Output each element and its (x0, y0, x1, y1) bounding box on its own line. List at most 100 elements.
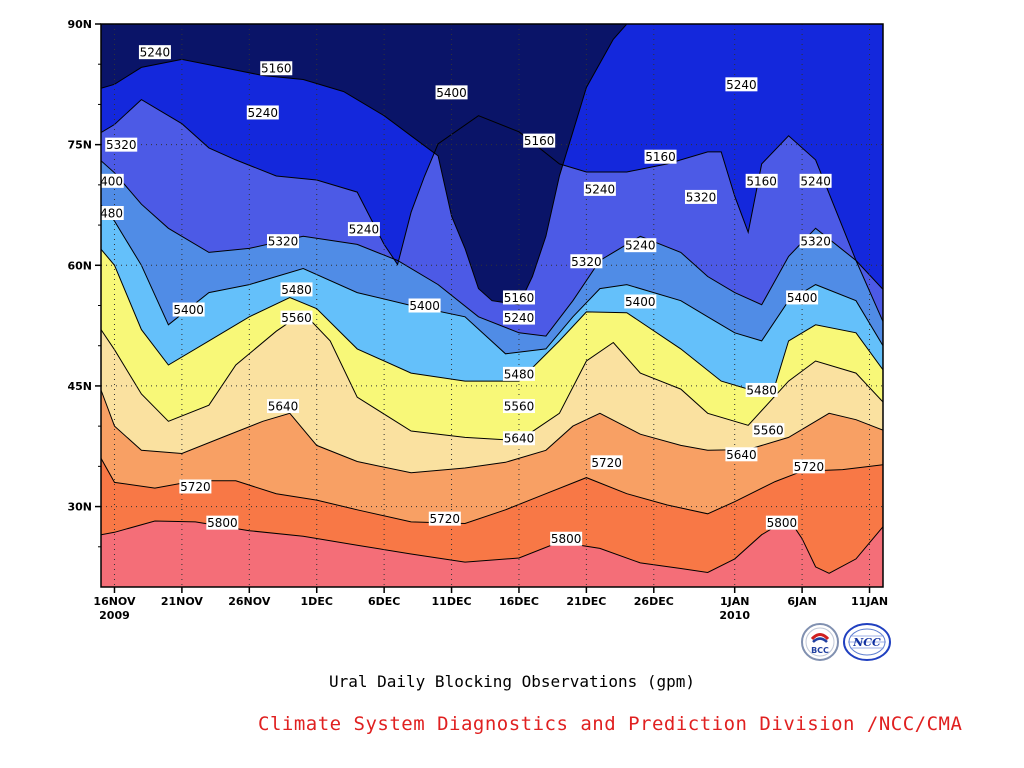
contour-label-bg (550, 531, 583, 546)
contour-label-text: 5640 (268, 400, 299, 414)
contour-label-text: 5560 (753, 424, 784, 438)
contour-label-text: 5240 (726, 78, 757, 92)
contour-label-text: 5400 (787, 291, 818, 305)
fill-band-5240 (101, 24, 883, 290)
contour-label-bg (752, 423, 785, 438)
x-tick-label: 21NOV (161, 595, 204, 608)
contour-label-bg (799, 173, 832, 188)
contour-label: 5160 (502, 290, 535, 305)
contour-label: 5160 (260, 61, 293, 76)
contour-label: 5240 (347, 222, 380, 237)
contour-label: 5400 (101, 173, 124, 188)
contour-label-text: 5480 (504, 367, 535, 381)
contour-label: 5640 (725, 447, 758, 462)
contour-label: 5160 (523, 133, 556, 148)
contour-label-bg (570, 254, 603, 269)
contour-label-bg (583, 181, 616, 196)
contour-line-5480 (101, 248, 883, 390)
contour-label-text: 5720 (794, 460, 825, 474)
contour-label: 5160 (745, 173, 778, 188)
contour-label-text: 5800 (207, 516, 238, 530)
contour-label: 5480 (502, 366, 535, 381)
contour-label-text: 5240 (625, 239, 656, 253)
x-tick-label: 16DEC (499, 595, 539, 608)
contour-label-text: 5160 (524, 134, 555, 148)
contour-label: 5320 (105, 137, 138, 152)
fill-band-5160 (101, 24, 627, 305)
contour-label-text: 5480 (746, 383, 777, 397)
y-tick-label: 60N (67, 259, 92, 272)
credit-text: Climate System Diagnostics and Predictio… (258, 713, 963, 735)
contour-label: 5640 (502, 431, 535, 446)
contour-label-text: 5400 (409, 299, 440, 313)
contour-label: 5400 (624, 294, 657, 309)
contour-label: 5640 (267, 399, 300, 414)
contour-label-text: 5480 (92, 207, 123, 221)
contour-label: 5480 (745, 382, 778, 397)
contour-label: 5240 (138, 45, 171, 60)
contour-label: 5320 (684, 189, 717, 204)
contour-label-bg (644, 149, 677, 164)
x-tick-label: 26DEC (634, 595, 674, 608)
contour-label: 5400 (408, 298, 441, 313)
contour-label-text: 5320 (571, 255, 602, 269)
y-tick-label: 75N (67, 139, 92, 152)
contour-line-5160 (101, 24, 628, 306)
contour-label-bg (101, 206, 124, 221)
contour-label-text: 5160 (261, 62, 292, 76)
contour-label-text: 5560 (281, 311, 312, 325)
contour-label: 5720 (428, 511, 461, 526)
contour-label-bg (435, 85, 468, 100)
x-tick-label: 21DEC (566, 595, 606, 608)
contour-label-bg (799, 234, 832, 249)
contour-label: 5800 (550, 531, 583, 546)
contour-label: 5160 (644, 149, 677, 164)
contour-label-text: 5320 (106, 138, 137, 152)
contour-label-text: 5400 (436, 86, 467, 100)
contour-label-bg (267, 399, 300, 414)
contour-label-bg (179, 479, 212, 494)
contour-label: 5240 (799, 173, 832, 188)
contour-label-text: 5640 (726, 448, 757, 462)
contour-label: 5400 (786, 290, 819, 305)
x-tick-label: 26NOV (228, 595, 271, 608)
contour-label-bg (280, 282, 313, 297)
contour-label-text: 5720 (180, 480, 211, 494)
contour-label-bg (745, 173, 778, 188)
contour-label-bg (502, 310, 535, 325)
bcc-logo-text: BCC (811, 646, 829, 655)
contour-label-bg (101, 173, 124, 188)
contour-label-bg (502, 399, 535, 414)
contour-label-text: 5160 (504, 291, 535, 305)
contour-label-bg (172, 302, 205, 317)
contour-label-bg (590, 455, 623, 470)
contour-label-text: 5720 (430, 512, 461, 526)
contour-label: 5400 (435, 85, 468, 100)
contour-label-bg (502, 366, 535, 381)
bcc-logo: BCC (800, 622, 840, 662)
contour-label-text: 5640 (504, 432, 535, 446)
contour-label-bg (260, 61, 293, 76)
y-tick-label: 30N (67, 501, 92, 514)
x-tick-label: 16NOV (93, 595, 136, 608)
x-tick-label: 1DEC (301, 595, 333, 608)
contour-label-text: 5240 (248, 106, 279, 120)
contour-label: 5800 (206, 515, 239, 530)
contour-label: 5720 (792, 459, 825, 474)
contour-label-bg (408, 298, 441, 313)
x-tick-label: 11DEC (432, 595, 472, 608)
ncc-logo-text: NCC (852, 636, 881, 649)
contour-label-bg (523, 133, 556, 148)
contour-label-text: 5320 (800, 235, 831, 249)
contour-label: 5720 (590, 455, 623, 470)
contour-label: 5800 (765, 515, 798, 530)
contour-labels: 5240 5160 5240 5320 5400 5480 5240 5320 5480 5560… (92, 45, 832, 546)
contour-label-text: 5560 (504, 400, 535, 414)
contour-label: 5320 (570, 254, 603, 269)
x-tick-label: 6JAN (787, 595, 816, 608)
contour-line-5560 (101, 312, 883, 442)
contour-label-bg (786, 290, 819, 305)
y-tick-label: 90N (67, 18, 92, 31)
contour-label-text: 5160 (746, 174, 777, 188)
